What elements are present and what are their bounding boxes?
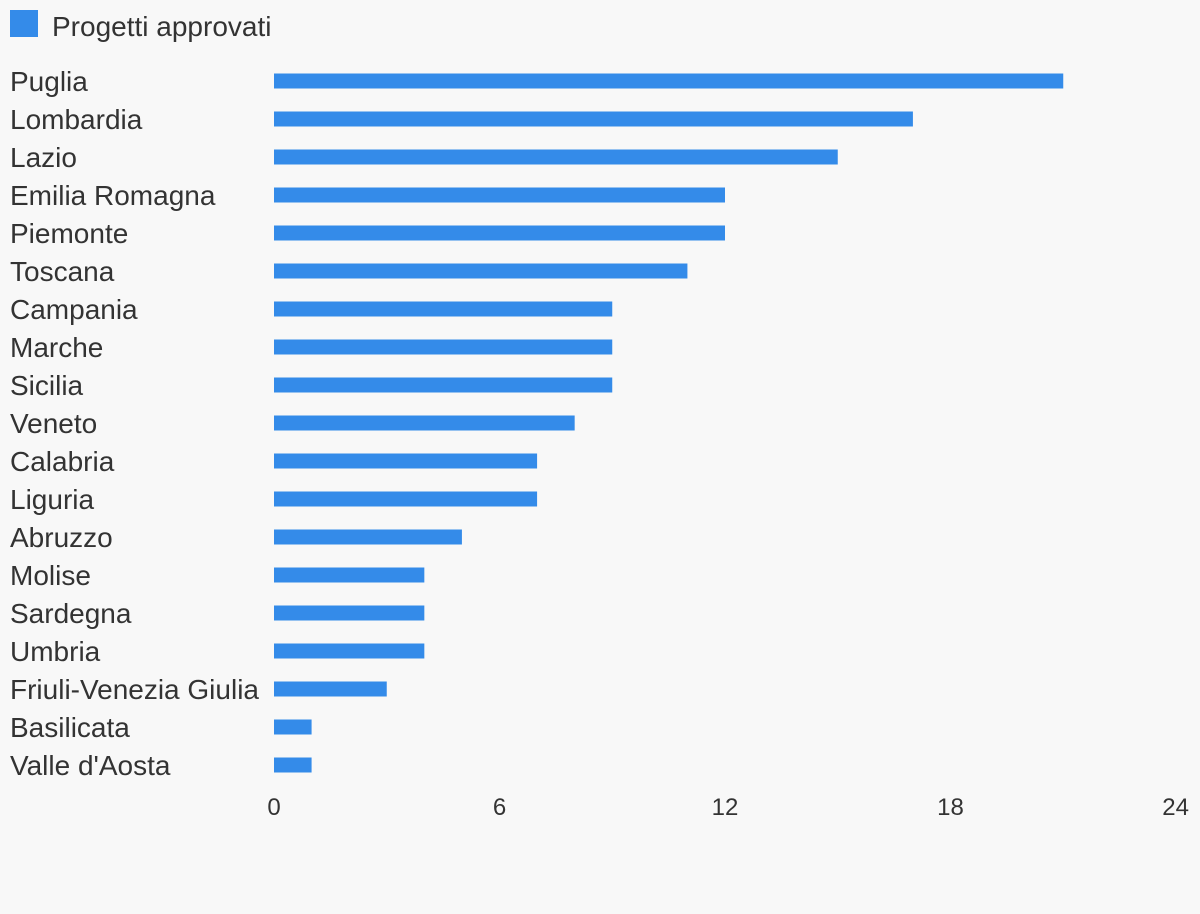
category-label: Marche: [10, 332, 103, 363]
bar: [274, 681, 387, 697]
bar: [274, 339, 613, 355]
x-tick-label: 0: [267, 794, 280, 821]
legend: Progetti approvati: [10, 10, 271, 42]
bars: [274, 73, 1064, 773]
category-label: Calabria: [10, 446, 115, 477]
bar: [274, 263, 688, 279]
bar: [274, 111, 913, 127]
category-label: Basilicata: [10, 712, 130, 743]
bar: [274, 453, 538, 469]
bar: [274, 225, 725, 241]
category-label: Toscana: [10, 256, 115, 287]
category-label: Sicilia: [10, 370, 84, 401]
category-label: Lazio: [10, 142, 77, 173]
category-label: Lombardia: [10, 104, 143, 135]
bar: [274, 149, 838, 165]
bar: [274, 529, 462, 545]
bar: [274, 301, 613, 317]
category-label: Valle d'Aosta: [10, 750, 171, 781]
category-labels: Puglia Lombardia Lazio Emilia Romagna Piemon…: [10, 66, 259, 781]
category-label: Abruzzo: [10, 522, 113, 553]
bar: [274, 415, 575, 431]
category-label: Friuli-Venezia Giulia: [10, 674, 259, 705]
bar: [274, 377, 613, 393]
category-label: Umbria: [10, 636, 101, 667]
bar: [274, 605, 425, 621]
bar: [274, 73, 1064, 89]
bar: [274, 491, 538, 507]
bar: [274, 567, 425, 583]
x-axis-ticks: 0 6 12 18 24: [267, 794, 1189, 821]
category-label: Liguria: [10, 484, 94, 515]
bar: [274, 719, 312, 735]
x-tick-label: 24: [1162, 794, 1189, 821]
legend-swatch: [10, 10, 38, 37]
category-label: Molise: [10, 560, 91, 591]
x-tick-label: 12: [712, 794, 739, 821]
category-label: Veneto: [10, 408, 97, 439]
x-tick-label: 6: [493, 794, 506, 821]
x-tick-label: 18: [937, 794, 964, 821]
bar: [274, 187, 725, 203]
category-label: Campania: [10, 294, 138, 325]
category-label: Emilia Romagna: [10, 180, 216, 211]
legend-label: Progetti approvati: [52, 11, 271, 42]
bar: [274, 643, 425, 659]
category-label: Sardegna: [10, 598, 132, 629]
category-label: Piemonte: [10, 218, 128, 249]
bar: [274, 757, 312, 773]
category-label: Puglia: [10, 66, 88, 97]
